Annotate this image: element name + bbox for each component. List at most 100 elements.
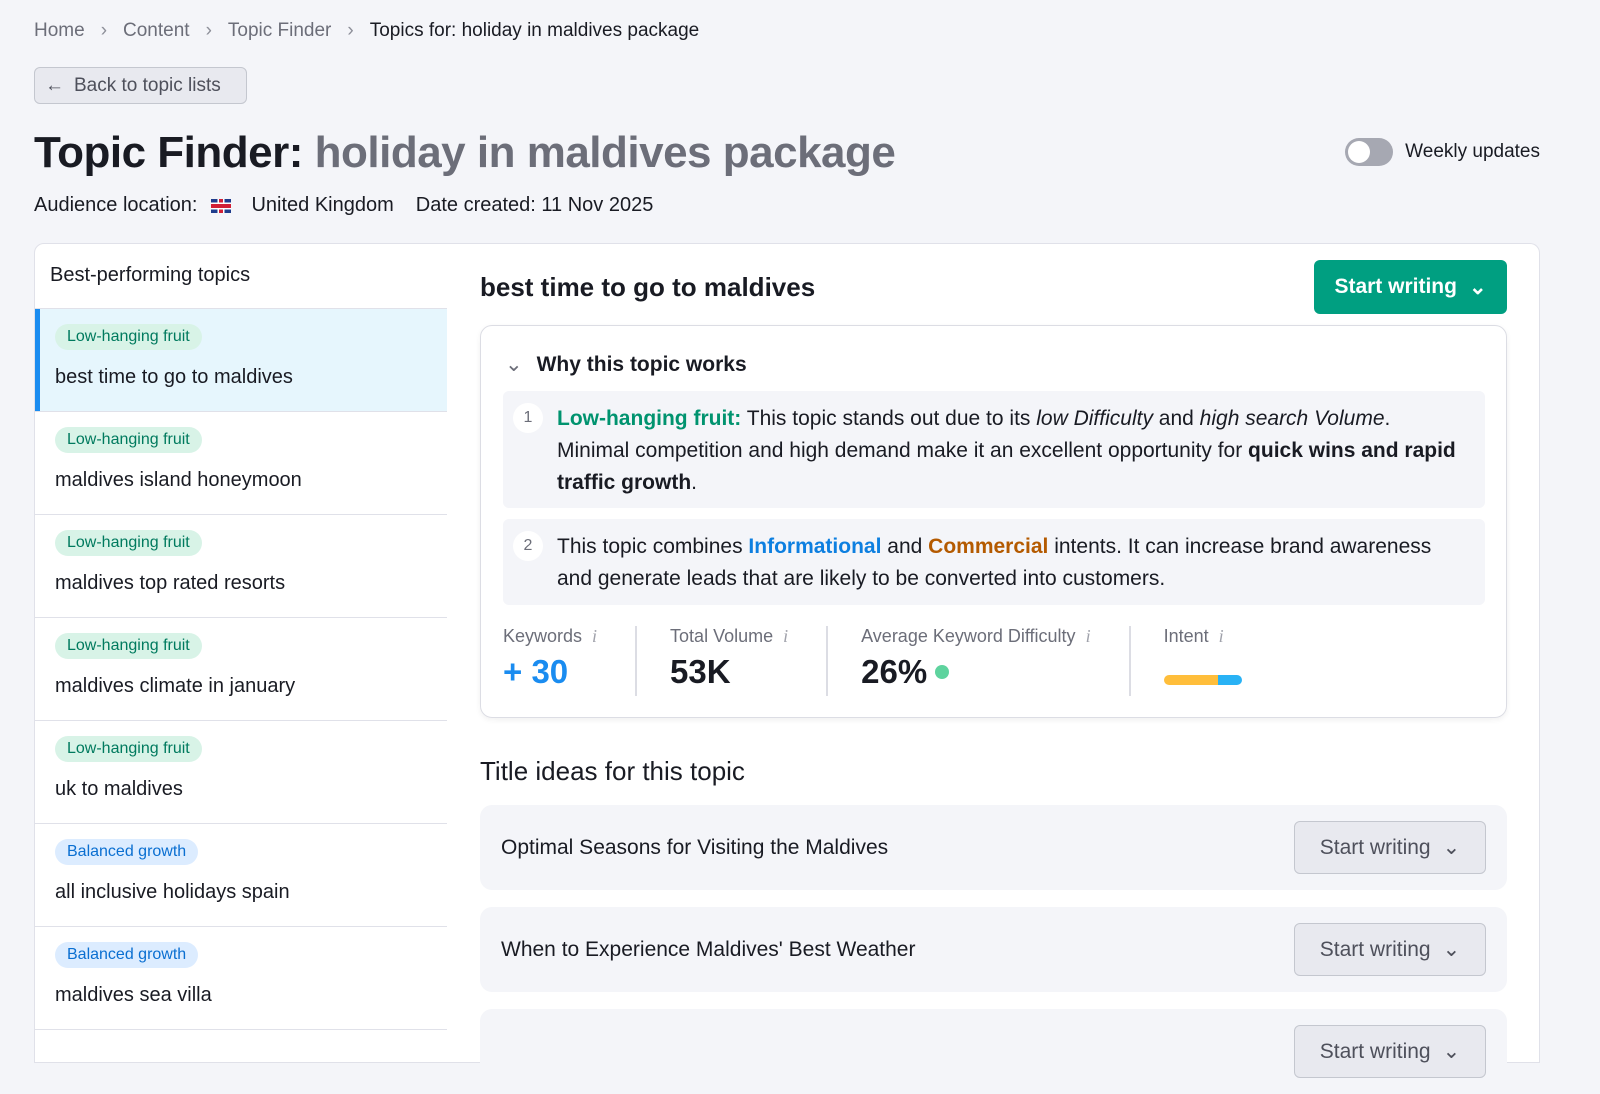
topic-tag: Low-hanging fruit: [55, 427, 202, 453]
title-ideas-heading: Title ideas for this topic: [480, 756, 745, 786]
topic-title: uk to maldives: [55, 778, 183, 800]
reason-1: 1 Low-hanging fruit: This topic stands ou…: [503, 391, 1485, 508]
topic-tag: Low-hanging fruit: [55, 324, 202, 350]
title-idea-text: Optimal Seasons for Visiting the Maldive…: [501, 835, 889, 859]
stat-label: Total Volume: [670, 626, 774, 646]
topics-sidebar: Best-performing topics Low-hanging fruit…: [34, 243, 448, 1063]
stat-kd: Average Keyword Difficulty i 26%: [861, 626, 1131, 696]
topic-stats: Keywords i + 30 Total Volume i 53K Average K…: [503, 626, 1313, 696]
topic-tag: Low-hanging fruit: [55, 530, 202, 556]
weekly-updates-label: Weekly updates: [1405, 141, 1540, 162]
reason-text: .: [691, 471, 698, 494]
topic-title: maldives climate in january: [55, 675, 296, 697]
chevron-right-icon: ›: [205, 20, 212, 41]
topic-list-item[interactable]: Low-hanging fruit maldives top rated reso…: [35, 515, 447, 618]
why-topic-card: ⌄ Why this topic works 1 Low-hanging fruit…: [480, 325, 1507, 718]
reason-emph: low Difficulty: [1036, 407, 1153, 430]
title-idea: When to Experience Maldives' Best Weathe…: [480, 907, 1507, 992]
topic-list-item[interactable]: Balanced growth all inclusive holidays sp…: [35, 824, 447, 927]
title-prefix: Topic Finder:: [34, 128, 303, 177]
topic-list-item[interactable]: Low-hanging fruit maldives climate in jan…: [35, 618, 447, 721]
reason-text: This topic stands out due to its: [741, 407, 1037, 430]
topic-tag: Low-hanging fruit: [55, 633, 202, 659]
chevron-down-icon: ⌄: [1442, 938, 1461, 961]
topic-title: maldives sea villa: [55, 984, 212, 1006]
stat-label: Keywords: [503, 626, 583, 646]
intent-bar[interactable]: [1163, 675, 1242, 685]
reason-text: intents. It can increase brand awareness…: [557, 535, 1432, 590]
arrow-left-icon: ←: [45, 74, 64, 96]
reason-emph: high search Volume: [1199, 407, 1385, 430]
volume-value: 53K: [670, 653, 731, 690]
info-icon[interactable]: i: [1218, 626, 1224, 646]
why-toggle[interactable]: ⌄ Why this topic works: [505, 352, 747, 377]
meta-info: Audience location: United Kingdom Date cre…: [34, 194, 653, 217]
topic-list-item[interactable]: Low-hanging fruit uk to maldives: [35, 721, 447, 824]
back-label: Back to topic lists: [74, 74, 221, 96]
start-writing-label: Start writing: [1334, 275, 1457, 298]
stat-keywords: Keywords i + 30: [503, 626, 638, 696]
reason-label: Low-hanging fruit:: [557, 407, 742, 430]
kd-value: 26%: [861, 653, 928, 690]
reason-number: 1: [513, 403, 543, 433]
kd-dot-icon: [935, 665, 950, 679]
info-icon[interactable]: i: [1085, 626, 1091, 646]
chevron-down-icon: ⌄: [1468, 275, 1487, 299]
back-to-topic-lists-button[interactable]: ← Back to topic lists: [34, 67, 247, 104]
reason-bold: quick wins and rapid traffic growth: [557, 439, 1456, 494]
title-idea-text: When to Experience Maldives' Best Weathe…: [501, 937, 916, 961]
audience-label: Audience location:: [34, 194, 198, 216]
reason-text: and: [881, 535, 929, 558]
intent-segment-informational: [1163, 675, 1219, 685]
topic-title: all inclusive holidays spain: [55, 881, 290, 903]
topic-list-item[interactable]: Low-hanging fruit maldives island honeymo…: [35, 412, 447, 515]
reason-2: 2 This topic combines Informational and C…: [503, 519, 1485, 605]
date-created: Date created: 11 Nov 2025: [415, 194, 654, 216]
page-title: Topic Finder: holiday in maldives packag…: [34, 128, 896, 178]
topic-tag: Balanced growth: [55, 839, 199, 865]
weekly-updates: Weekly updates: [1345, 138, 1540, 166]
start-writing-button[interactable]: Start writing ⌄: [1294, 923, 1486, 976]
reason-number: 2: [513, 531, 543, 561]
chevron-right-icon: ›: [347, 20, 354, 41]
breadcrumb-content[interactable]: Content: [123, 20, 190, 41]
uk-flag-icon: [211, 198, 232, 213]
intent-informational: Informational: [748, 535, 882, 558]
reason-text: and: [1152, 407, 1200, 430]
chevron-right-icon: ›: [100, 20, 108, 41]
stat-intent: Intent i: [1163, 626, 1280, 696]
title-idea: Optimal Seasons for Visiting the Maldive…: [480, 805, 1507, 890]
reason-text: This topic combines: [557, 535, 749, 558]
topic-title: best time to go to maldives: [55, 366, 293, 388]
topic-tag: Low-hanging fruit: [55, 736, 202, 762]
title-keyword: holiday in maldives package: [314, 128, 896, 177]
info-icon[interactable]: i: [783, 626, 789, 646]
start-writing-label: Start writing: [1319, 937, 1431, 961]
intent-segment-commercial: [1218, 675, 1242, 685]
topic-tag: Balanced growth: [55, 942, 199, 968]
start-writing-label: Start writing: [1319, 835, 1431, 859]
start-writing-button[interactable]: Start writing ⌄: [1294, 821, 1486, 874]
keywords-value[interactable]: + 30: [503, 653, 569, 690]
breadcrumb-topic-finder[interactable]: Topic Finder: [227, 20, 332, 41]
topic-list-item[interactable]: Low-hanging fruit best time to go to mald…: [35, 309, 447, 412]
topic-detail: best time to go to maldives Start writin…: [447, 243, 1540, 1094]
topic-title: maldives island honeymoon: [55, 469, 302, 491]
info-icon[interactable]: i: [592, 626, 598, 646]
topic-title: best time to go to maldives: [480, 272, 816, 302]
chevron-down-icon: ⌄: [1442, 836, 1461, 859]
start-writing-button[interactable]: Start writing ⌄: [1314, 260, 1507, 314]
breadcrumb-home[interactable]: Home: [34, 20, 85, 41]
stat-label: Intent: [1163, 626, 1209, 646]
chevron-down-icon: ⌄: [505, 353, 523, 376]
topic-title: maldives top rated resorts: [55, 572, 286, 594]
intent-commercial: Commercial: [928, 535, 1049, 558]
topic-list-item[interactable]: Balanced growth maldives sea villa: [35, 927, 447, 1030]
audience-country: United Kingdom: [251, 194, 394, 216]
sidebar-header: Best-performing topics: [35, 244, 447, 309]
weekly-updates-toggle[interactable]: [1345, 138, 1394, 166]
stat-volume: Total Volume i 53K: [670, 626, 829, 696]
stat-label: Average Keyword Difficulty: [861, 626, 1076, 646]
breadcrumb-current: Topics for: holiday in maldives package: [369, 20, 700, 41]
why-heading: Why this topic works: [536, 352, 747, 376]
